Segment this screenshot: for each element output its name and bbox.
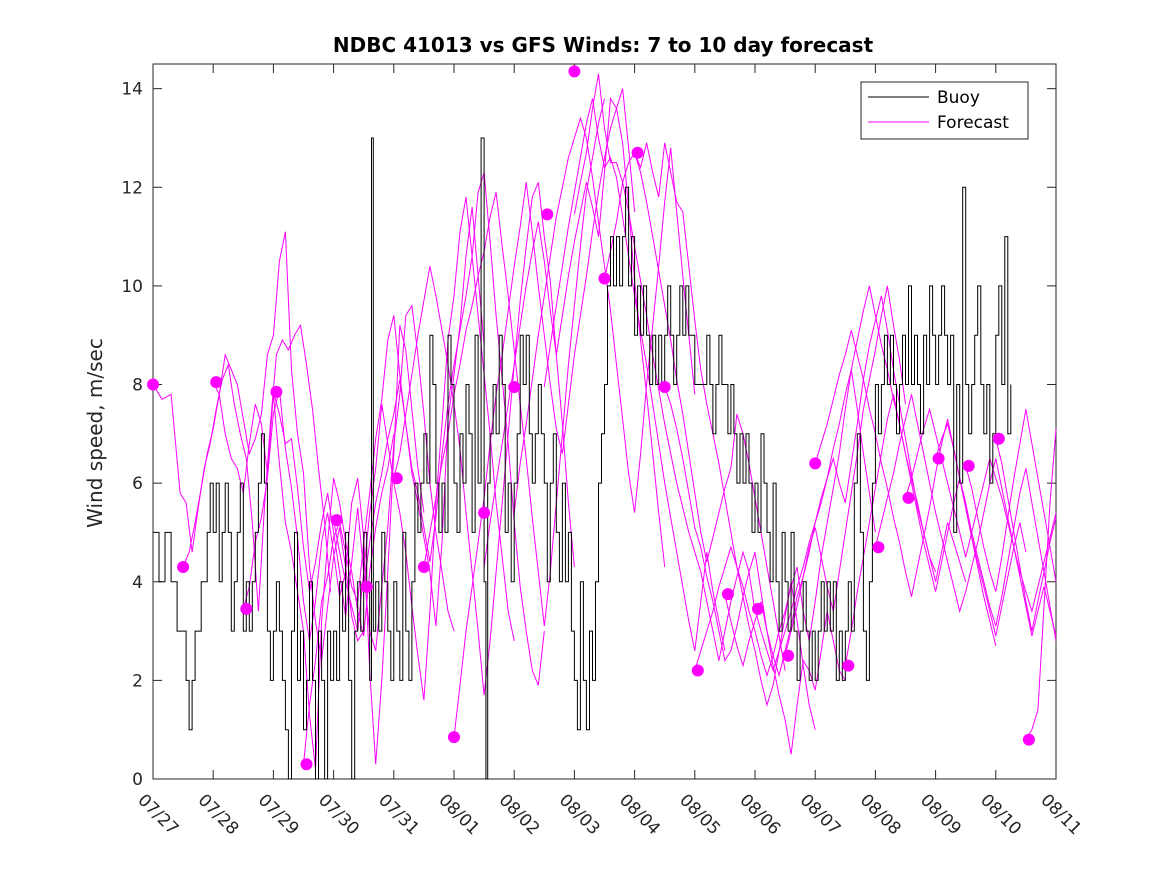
forecast-run-line [844, 394, 1027, 666]
forecast-marker [390, 472, 403, 485]
forecast-marker [508, 381, 521, 393]
x-tick-label: 08/11 [1036, 790, 1085, 839]
forecast-marker [448, 731, 460, 744]
x-tick-label: 08/07 [796, 790, 845, 839]
x-tick-label: 08/10 [976, 790, 1025, 839]
forecast-run-line [573, 73, 756, 661]
forecast-marker [147, 378, 159, 391]
forecast-run-line [965, 409, 1057, 592]
y-tick-label: 14 [121, 80, 143, 100]
forecast-marker [478, 506, 491, 519]
forecast-marker [721, 588, 734, 601]
forecast-run-line [664, 386, 846, 755]
x-tick-label: 08/05 [675, 790, 724, 839]
x-tick-label: 07/28 [194, 790, 243, 839]
forecast-run-line [784, 285, 967, 656]
forecast-marker [177, 561, 190, 573]
x-tick-label: 07/27 [133, 790, 182, 839]
forecast-run-line [182, 231, 365, 661]
forecast-marker [782, 649, 795, 662]
y-tick-label: 10 [121, 277, 143, 297]
forecast-marker [330, 514, 343, 527]
forecast-run-line [995, 438, 1057, 632]
forecast-marker [902, 491, 915, 504]
forecast-marker [210, 376, 223, 389]
forecast-marker [240, 602, 253, 615]
forecast-marker [691, 664, 704, 677]
x-tick-label: 07/30 [314, 790, 363, 839]
x-tick-label: 08/08 [856, 790, 905, 839]
buoy-line [153, 137, 1012, 780]
forecast-marker [752, 602, 764, 615]
legend-forecast-label: Forecast [937, 113, 1009, 133]
forecast-run-line [513, 116, 696, 513]
forecast-marker [992, 432, 1005, 445]
forecast-run-line [935, 422, 1057, 641]
forecast-marker [568, 65, 581, 78]
y-tick-label: 12 [121, 178, 143, 198]
x-tick-label: 07/31 [374, 790, 423, 839]
forecast-run-line [242, 325, 425, 765]
forecast-marker [417, 561, 430, 573]
forecast-run-line [303, 206, 485, 765]
y-tick-label: 2 [132, 671, 143, 691]
forecast-run-line [634, 142, 816, 730]
forecast-run-line [1025, 428, 1057, 740]
x-tick-label: 08/09 [916, 790, 965, 839]
forecast-marker [300, 758, 313, 771]
x-tick-label: 08/01 [434, 790, 483, 839]
plot-frame [152, 63, 1057, 780]
forecast-marker [842, 659, 855, 672]
legend: Buoy Forecast [860, 81, 1029, 140]
forecast-run-line [905, 407, 1057, 614]
forecast-marker [932, 452, 945, 465]
chart-title: NDBC 41013 vs GFS Winds: 7 to 10 day for… [333, 33, 874, 57]
forecast-run-line [393, 182, 575, 696]
forecast-run-line [724, 285, 906, 678]
x-tick-label: 08/04 [615, 790, 664, 839]
forecast-marker [360, 580, 373, 593]
y-tick-label: 8 [132, 376, 143, 396]
forecast-run-line [694, 369, 876, 678]
forecast-marker [631, 146, 644, 159]
x-tick-label: 08/06 [735, 790, 784, 839]
forecast-run-line [754, 295, 937, 673]
forecast-marker [270, 385, 283, 398]
forecast-marker [809, 457, 822, 470]
x-tick-label: 08/02 [495, 790, 544, 839]
forecast-marker [598, 272, 611, 285]
forecast-marker [658, 381, 671, 393]
legend-box [860, 81, 1029, 140]
forecast-run-line [874, 394, 1057, 637]
forecast-marker [962, 459, 975, 472]
y-tick-label: 4 [132, 573, 143, 593]
y-axis-label: Wind speed, m/sec [83, 338, 107, 528]
forecast-marker [541, 208, 554, 221]
y-tick-label: 6 [132, 474, 143, 494]
forecast-marker [1022, 733, 1035, 746]
forecast-run-line [152, 323, 332, 612]
legend-buoy-label: Buoy [937, 88, 980, 108]
y-tick-label: 0 [132, 770, 143, 790]
forecast-marker [872, 541, 885, 554]
x-tick-label: 08/03 [555, 790, 604, 839]
x-tick-label: 07/29 [254, 790, 303, 839]
